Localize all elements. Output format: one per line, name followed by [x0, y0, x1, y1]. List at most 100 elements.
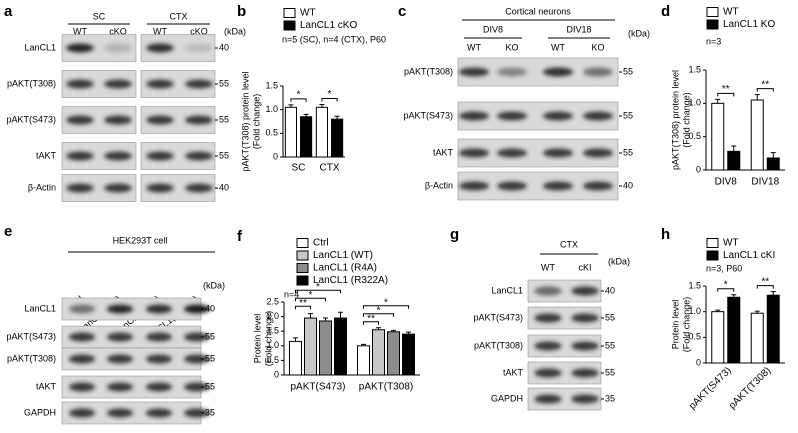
blot-band — [106, 408, 134, 418]
legend-label: LanCL1 cKI — [723, 250, 775, 261]
panel-letter: b — [237, 3, 246, 20]
y-tick-label: 0.5 — [265, 128, 278, 138]
blot-band — [68, 332, 96, 342]
panel-letter: f — [237, 228, 243, 245]
panel-letter: h — [661, 226, 670, 243]
blot-band — [68, 304, 96, 314]
sig-bracket — [295, 297, 326, 302]
sig-label: ** — [722, 84, 730, 95]
legend-swatch — [296, 263, 309, 273]
marker-label: 55 — [205, 331, 215, 341]
blot-band — [459, 148, 489, 158]
x-tick-label: SC — [292, 163, 306, 174]
legend-label: LanCL1 (WT) — [313, 250, 373, 261]
blot-band — [583, 148, 613, 158]
error-bar — [308, 313, 313, 319]
blot-band — [583, 67, 613, 77]
blot-band — [66, 115, 94, 125]
legend-swatch — [296, 238, 309, 248]
sig-label: * — [316, 282, 320, 293]
row-label: pAKT(T308) — [404, 66, 453, 76]
marker-label: 55 — [219, 114, 229, 124]
x-tick-label: CTX — [320, 163, 340, 174]
sig-label: ** — [299, 298, 307, 309]
sig-bracket — [295, 305, 311, 310]
blot-band — [185, 183, 213, 193]
note: n=3, P60 — [706, 263, 742, 273]
sig-bracket — [321, 97, 338, 102]
bar — [727, 150, 741, 171]
blot-band — [146, 151, 174, 161]
row-label: pAKT(S473) — [6, 331, 56, 341]
y-axis-title: (Fold change) — [681, 92, 691, 148]
y-tick-label: 1.0 — [688, 306, 701, 316]
blot-band — [183, 332, 211, 342]
error-bar — [334, 115, 340, 120]
sig-bracket — [756, 88, 774, 92]
legend-swatch — [706, 238, 719, 248]
blot-band — [145, 408, 173, 418]
marker-label: 55 — [605, 340, 615, 350]
panel-letter: g — [450, 226, 459, 243]
bar — [289, 340, 302, 376]
sig-bracket — [363, 313, 394, 317]
sig-label: * — [377, 305, 381, 316]
lane-label: WT — [153, 26, 167, 36]
bar — [402, 333, 415, 376]
y-tick-label: 0.5 — [688, 131, 701, 141]
sig-bracket — [290, 98, 307, 102]
blot-band — [497, 67, 527, 77]
error-bar — [770, 152, 776, 158]
blot-band — [183, 354, 211, 364]
blot-band — [571, 341, 599, 351]
blot-band — [543, 67, 573, 77]
bar — [304, 317, 317, 376]
blot-band — [104, 43, 132, 53]
blot-band — [104, 151, 132, 161]
marker-label: 40 — [623, 180, 633, 190]
error-bar — [715, 309, 721, 312]
error-bar — [288, 104, 294, 108]
row-label: β-Actin — [28, 182, 56, 192]
legend-swatch — [283, 8, 296, 18]
blot-band — [183, 382, 211, 392]
legend-label: Ctrl — [313, 238, 329, 249]
bar — [331, 118, 344, 158]
marker-label: 55 — [605, 312, 615, 322]
legend-label: LanCL1 cKO — [300, 20, 357, 31]
row-label: pAKT(T308) — [474, 340, 523, 350]
blot-band — [571, 394, 599, 404]
x-tick-label: DIV8 — [715, 177, 738, 188]
bar — [750, 312, 764, 364]
lane-label: cKI — [578, 262, 591, 272]
lane-label: WT — [467, 42, 481, 52]
marker-label: 55 — [219, 150, 229, 160]
bar — [750, 99, 764, 171]
legend-label: LanCL1 (R322A) — [313, 275, 388, 286]
row-label: pAKT(S473) — [473, 312, 523, 322]
blot-band — [106, 332, 134, 342]
legend-label: WT — [723, 7, 739, 18]
blot-band — [68, 354, 96, 364]
marker-label: 40 — [205, 303, 215, 313]
bar — [300, 116, 313, 158]
sig-bracket — [363, 305, 409, 309]
sig-bracket — [717, 288, 735, 292]
marker-label: 55 — [205, 353, 215, 363]
x-tick-label: DIV18 — [751, 177, 779, 188]
panel-letter: e — [4, 223, 12, 240]
y-axis-title: pAKT(T308) protein level — [240, 71, 250, 171]
bar — [315, 106, 328, 158]
blot-band — [146, 183, 174, 193]
row-label: pAKT(T308) — [7, 78, 56, 88]
marker-label: 35 — [605, 393, 615, 403]
blot-band — [183, 304, 211, 314]
panel-letter: d — [661, 3, 670, 20]
bar — [727, 296, 741, 364]
group-label: SC — [93, 11, 106, 21]
y-tick-label: 0 — [274, 369, 279, 379]
blot-band — [497, 181, 527, 191]
error-bar — [361, 343, 366, 346]
y-axis-title: pAKT(T308) protein level — [670, 70, 680, 170]
